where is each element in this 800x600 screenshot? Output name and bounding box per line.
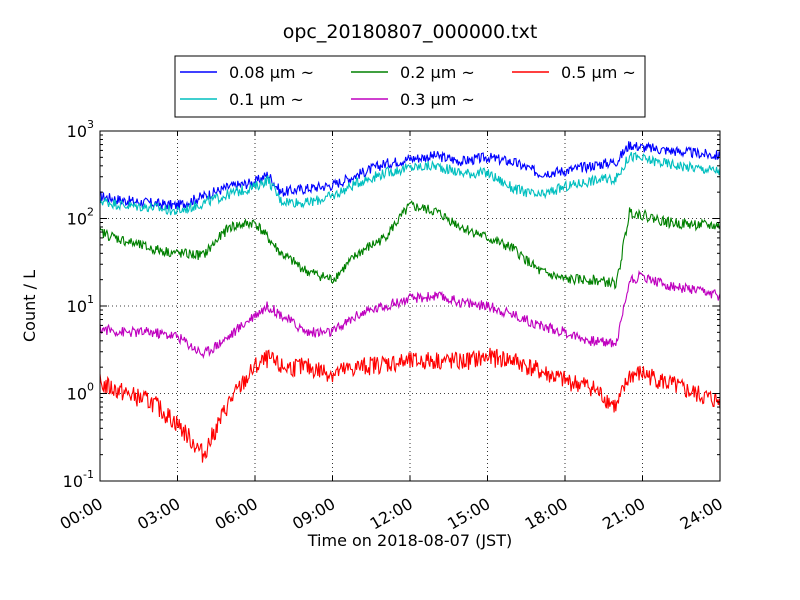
y-axis-label: Count / L bbox=[20, 270, 39, 342]
y-tick-label: 100 bbox=[67, 381, 94, 404]
x-tick-label: 06:00 bbox=[212, 494, 261, 534]
chart-title: opc_20180807_000000.txt bbox=[283, 21, 538, 43]
legend: 0.08 μm ~ 0.1 μm ~ 0.2 μm ~ 0.3 μm ~ 0.5 μm … bbox=[174, 55, 646, 118]
series-line-4 bbox=[99, 347, 721, 463]
x-tick-label: 03:00 bbox=[134, 494, 183, 534]
legend-label-4: 0.5 μm ~ bbox=[561, 63, 636, 82]
x-tick-label: 21:00 bbox=[599, 494, 648, 534]
x-tick-label: 24:00 bbox=[677, 494, 726, 534]
x-tick-label: 18:00 bbox=[522, 494, 571, 534]
y-tick-label: 103 bbox=[67, 118, 94, 141]
y-tick-labels: 10-1 100 101 102 103 bbox=[63, 118, 94, 491]
y-tick-label: 101 bbox=[67, 293, 94, 316]
series-line-3 bbox=[99, 269, 721, 360]
legend-label-3: 0.3 μm ~ bbox=[400, 90, 475, 109]
series-lines bbox=[99, 141, 721, 463]
x-tick-labels: 00:00 03:00 06:00 09:00 12:00 15:00 18:00 21:00… bbox=[57, 494, 726, 534]
series-line-0 bbox=[99, 141, 721, 211]
x-axis-label: Time on 2018-08-07 (JST) bbox=[307, 531, 512, 550]
legend-label-2: 0.2 μm ~ bbox=[400, 63, 475, 82]
x-tick-label: 15:00 bbox=[444, 494, 493, 534]
legend-label-0: 0.08 μm ~ bbox=[229, 63, 314, 82]
series-line-2 bbox=[99, 200, 721, 290]
legend-frame bbox=[174, 55, 646, 118]
x-tick-label: 00:00 bbox=[57, 494, 106, 534]
grid-lines bbox=[100, 131, 720, 481]
x-tick-label: 12:00 bbox=[367, 494, 416, 534]
y-tick-label: 10-1 bbox=[63, 468, 94, 491]
legend-label-1: 0.1 μm ~ bbox=[229, 90, 304, 109]
series-line-1 bbox=[99, 151, 721, 216]
y-tick-label: 102 bbox=[67, 206, 94, 229]
x-tick-label: 09:00 bbox=[289, 494, 338, 534]
axis-ticks bbox=[99, 130, 721, 482]
